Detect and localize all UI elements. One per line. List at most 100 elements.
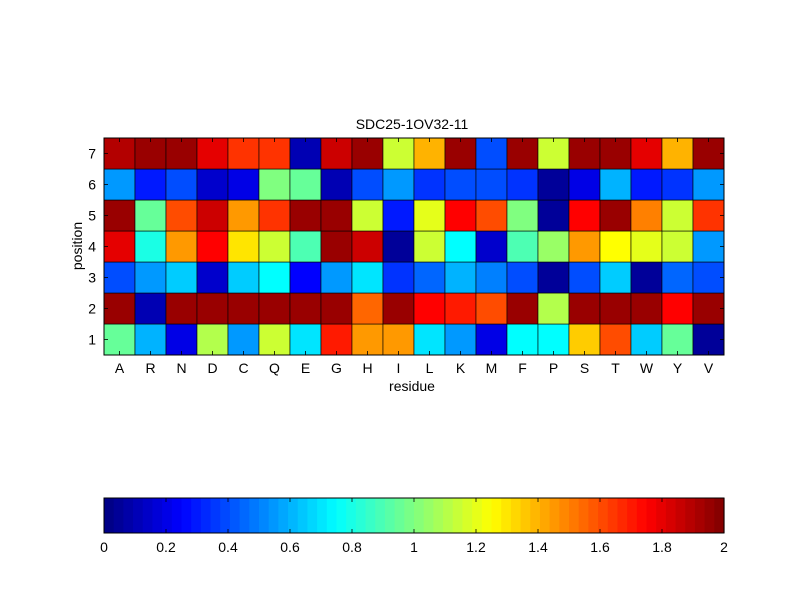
heatmap-cell-W-1: [630, 323, 663, 356]
colorbar-segment: [598, 498, 609, 533]
colorbar-segment: [259, 498, 270, 533]
heatmap-cell-T-6: [599, 168, 632, 201]
heatmap-cell-N-1: [165, 323, 198, 356]
colorbar-segment: [278, 498, 289, 533]
heatmap-cell-F-6: [506, 168, 539, 201]
heatmap-cell-K-1: [444, 323, 477, 356]
colorbar-segment: [297, 498, 309, 533]
heatmap-cell-N-6: [165, 168, 198, 201]
colorbar-tick-label: 1.8: [652, 539, 672, 555]
heatmap-cell-A-7: [103, 137, 136, 170]
x-tick-label: G: [331, 360, 342, 376]
colorbar-segment: [452, 498, 464, 533]
heatmap-cell-D-2: [196, 292, 229, 325]
heatmap-cell-I-5: [382, 199, 415, 232]
colorbar-segment: [249, 498, 260, 533]
heatmap-cell-D-6: [196, 168, 229, 201]
colorbar-segment: [123, 498, 134, 533]
colorbar-segment: [617, 498, 628, 533]
heatmap-cell-P-2: [537, 292, 570, 325]
y-tick-label: 3: [88, 270, 96, 286]
heatmap-cell-K-3: [444, 261, 477, 294]
heatmap-cell-M-4: [475, 230, 508, 263]
colorbar-segment: [704, 498, 715, 533]
heatmap-cell-M-7: [475, 137, 508, 170]
heatmap-cell-V-5: [692, 199, 725, 232]
colorbar-tick-label: 1.6: [590, 539, 610, 555]
heatmap-cell-E-7: [289, 137, 322, 170]
x-tick-label: M: [486, 360, 498, 376]
heatmap-cell-I-3: [382, 261, 415, 294]
heatmap-cell-N-3: [165, 261, 198, 294]
x-tick-label: P: [549, 360, 558, 376]
heatmap-cell-P-1: [537, 323, 570, 356]
heatmap-cell-F-7: [506, 137, 539, 170]
heatmap-cell-K-5: [444, 199, 477, 232]
heatmap-cell-Y-5: [661, 199, 694, 232]
colorbar-segment: [336, 498, 347, 533]
heatmap-cell-V-2: [692, 292, 725, 325]
y-axis-ticks: 1 2 3 4 5 6 7: [88, 146, 724, 348]
x-axis-label: residue: [389, 378, 435, 394]
heatmap-cell-A-5: [103, 199, 136, 232]
colorbar-segment: [530, 498, 541, 533]
y-tick-label: 5: [88, 208, 96, 224]
colorbar-segment: [491, 498, 502, 533]
colorbar-segment: [162, 498, 173, 533]
heatmap-cell-F-3: [506, 261, 539, 294]
colorbar-segment: [607, 498, 619, 533]
colorbar-tick-label: 0.2: [156, 539, 176, 555]
colorbar-segment: [627, 498, 638, 533]
heatmap-cell-H-4: [351, 230, 384, 263]
heatmap-cell-G-2: [320, 292, 353, 325]
colorbar-segment: [549, 498, 560, 533]
colorbar-segment: [355, 498, 367, 533]
colorbar-tick-label: 1.2: [466, 539, 486, 555]
colorbar-segment: [375, 498, 386, 533]
heatmap-cell-G-6: [320, 168, 353, 201]
colorbar-tick-label: 0: [100, 539, 108, 555]
heatmap-cell-S-7: [568, 137, 601, 170]
heatmap-cell-G-1: [320, 323, 353, 356]
heatmap-cells: [103, 137, 725, 356]
heatmap-cell-P-4: [537, 230, 570, 263]
heatmap-cell-N-2: [165, 292, 198, 325]
heatmap-cell-H-1: [351, 323, 384, 356]
heatmap-cell-V-6: [692, 168, 725, 201]
colorbar-segment: [685, 498, 696, 533]
heatmap-cell-V-7: [692, 137, 725, 170]
heatmap-cell-W-4: [630, 230, 663, 263]
heatmap-cell-Q-4: [258, 230, 291, 263]
heatmap-cell-Y-1: [661, 323, 694, 356]
x-tick-label: S: [580, 360, 589, 376]
colorbar-segment: [181, 498, 192, 533]
heatmap-cell-Q-2: [258, 292, 291, 325]
colorbar-segment: [239, 498, 250, 533]
colorbar-segment: [569, 498, 580, 533]
heatmap-cell-L-6: [413, 168, 446, 201]
x-tick-label: L: [426, 360, 434, 376]
heatmap-cell-Q-1: [258, 323, 291, 356]
heatmap-cell-R-1: [134, 323, 167, 356]
heatmap-cell-C-4: [227, 230, 260, 263]
heatmap-cell-H-7: [351, 137, 384, 170]
heatmap-cell-H-5: [351, 199, 384, 232]
heatmap-cell-I-2: [382, 292, 415, 325]
heatmap-cell-S-5: [568, 199, 601, 232]
heatmap-cell-N-7: [165, 137, 198, 170]
colorbar-segment: [646, 498, 657, 533]
colorbar-tick-label: 1: [410, 539, 418, 555]
colorbar-segment: [229, 498, 241, 533]
heatmap-cell-C-1: [227, 323, 260, 356]
heatmap-cell-F-2: [506, 292, 539, 325]
colorbar-segment: [588, 498, 599, 533]
colorbar-segment: [675, 498, 686, 533]
x-tick-label: Q: [269, 360, 280, 376]
x-tick-label: D: [207, 360, 217, 376]
heatmap-cell-N-5: [165, 199, 198, 232]
heatmap-cell-A-3: [103, 261, 136, 294]
colorbar-segment: [191, 498, 202, 533]
heatmap-cell-P-7: [537, 137, 570, 170]
